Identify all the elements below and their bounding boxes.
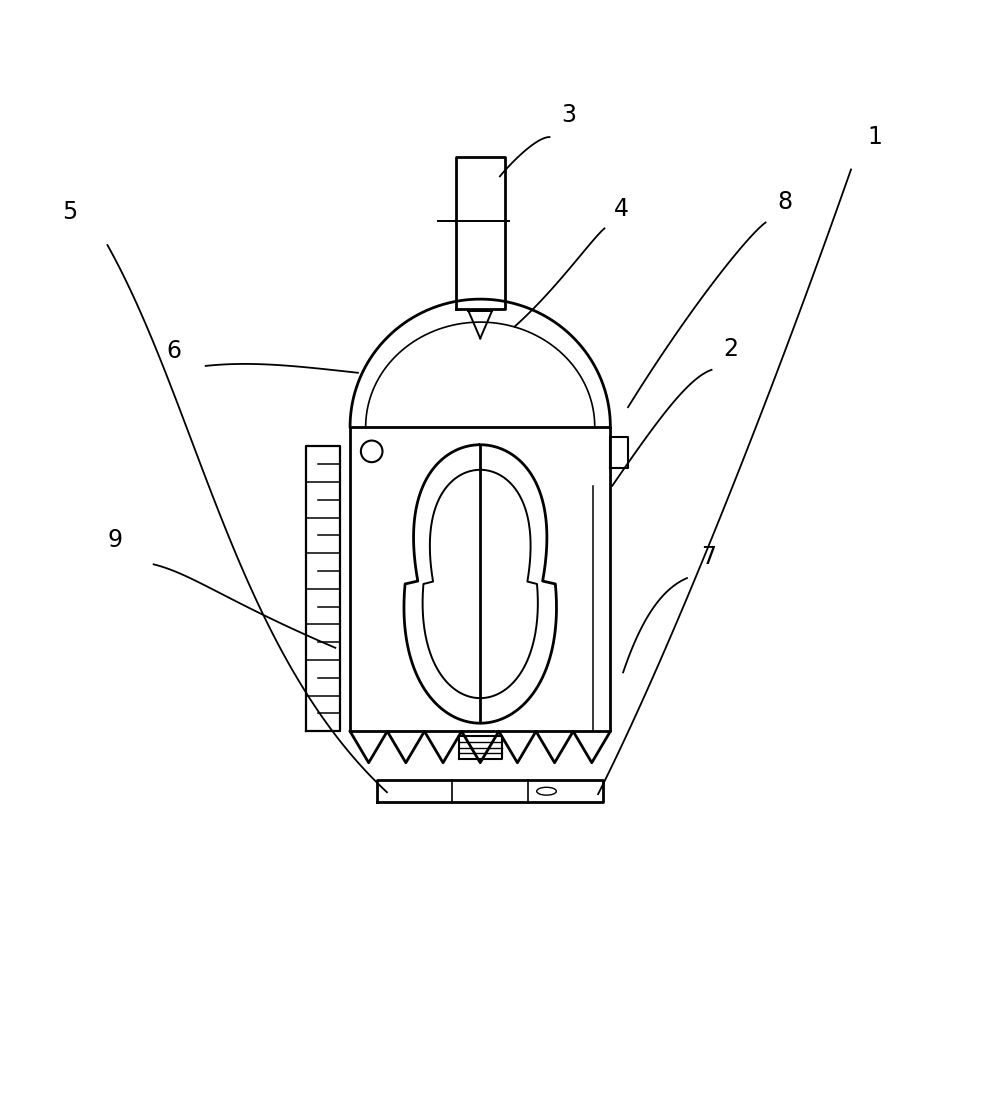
Text: 1: 1: [868, 125, 883, 149]
Text: 9: 9: [107, 528, 122, 551]
Text: 8: 8: [777, 190, 793, 214]
Text: 6: 6: [166, 339, 181, 363]
Text: 4: 4: [615, 196, 629, 221]
Text: 7: 7: [700, 546, 716, 569]
Text: 5: 5: [62, 200, 78, 224]
Text: 2: 2: [723, 337, 739, 362]
Text: 3: 3: [561, 103, 576, 128]
